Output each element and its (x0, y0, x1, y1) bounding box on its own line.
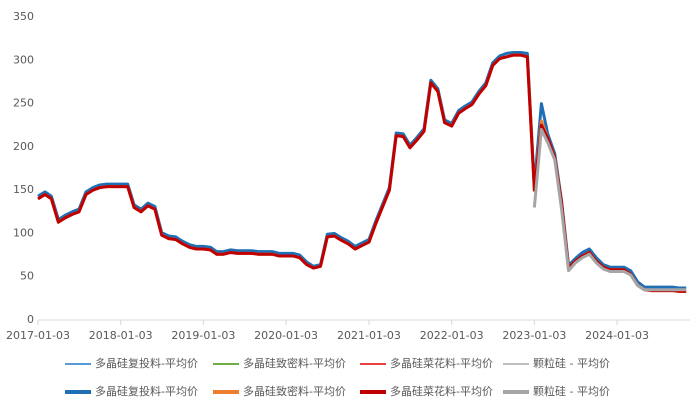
x-tick-label: 2024-01-03 (585, 329, 649, 342)
legend-label: 多晶硅致密料-平均价 (243, 356, 346, 370)
series-line (532, 128, 687, 292)
y-tick-label: 0 (27, 313, 34, 326)
y-tick-label: 350 (13, 10, 34, 23)
y-tick-label: 50 (20, 270, 34, 283)
x-tick-label: 2021-01-03 (337, 329, 401, 342)
legend-label: 多晶硅复投料-平均价 (95, 356, 198, 370)
x-tick-label: 2023-01-03 (502, 329, 566, 342)
y-tick-label: 100 (13, 226, 34, 239)
legend-label: 多晶硅菜花料-平均价 (390, 356, 493, 370)
x-tick-label: 2017-01-03 (6, 329, 70, 342)
x-tick-label: 2018-01-03 (89, 329, 153, 342)
y-tick-label: 250 (13, 97, 34, 110)
legend-label: 多晶硅菜花料-平均价 (390, 384, 493, 398)
legend-label: 颗粒硅 - 平均价 (533, 356, 610, 370)
legend-label: 多晶硅致密料-平均价 (243, 384, 346, 398)
y-tick-label: 150 (13, 183, 34, 196)
x-tick-label: 2020-01-03 (254, 329, 318, 342)
x-tick-label: 2019-01-03 (171, 329, 235, 342)
y-tick-label: 300 (13, 53, 34, 66)
y-tick-label: 200 (13, 140, 34, 153)
legend-label: 颗粒硅 - 平均价 (533, 384, 610, 398)
legend-label: 多晶硅复投料-平均价 (95, 384, 198, 398)
x-tick-label: 2022-01-03 (420, 329, 484, 342)
series-line (37, 50, 687, 290)
